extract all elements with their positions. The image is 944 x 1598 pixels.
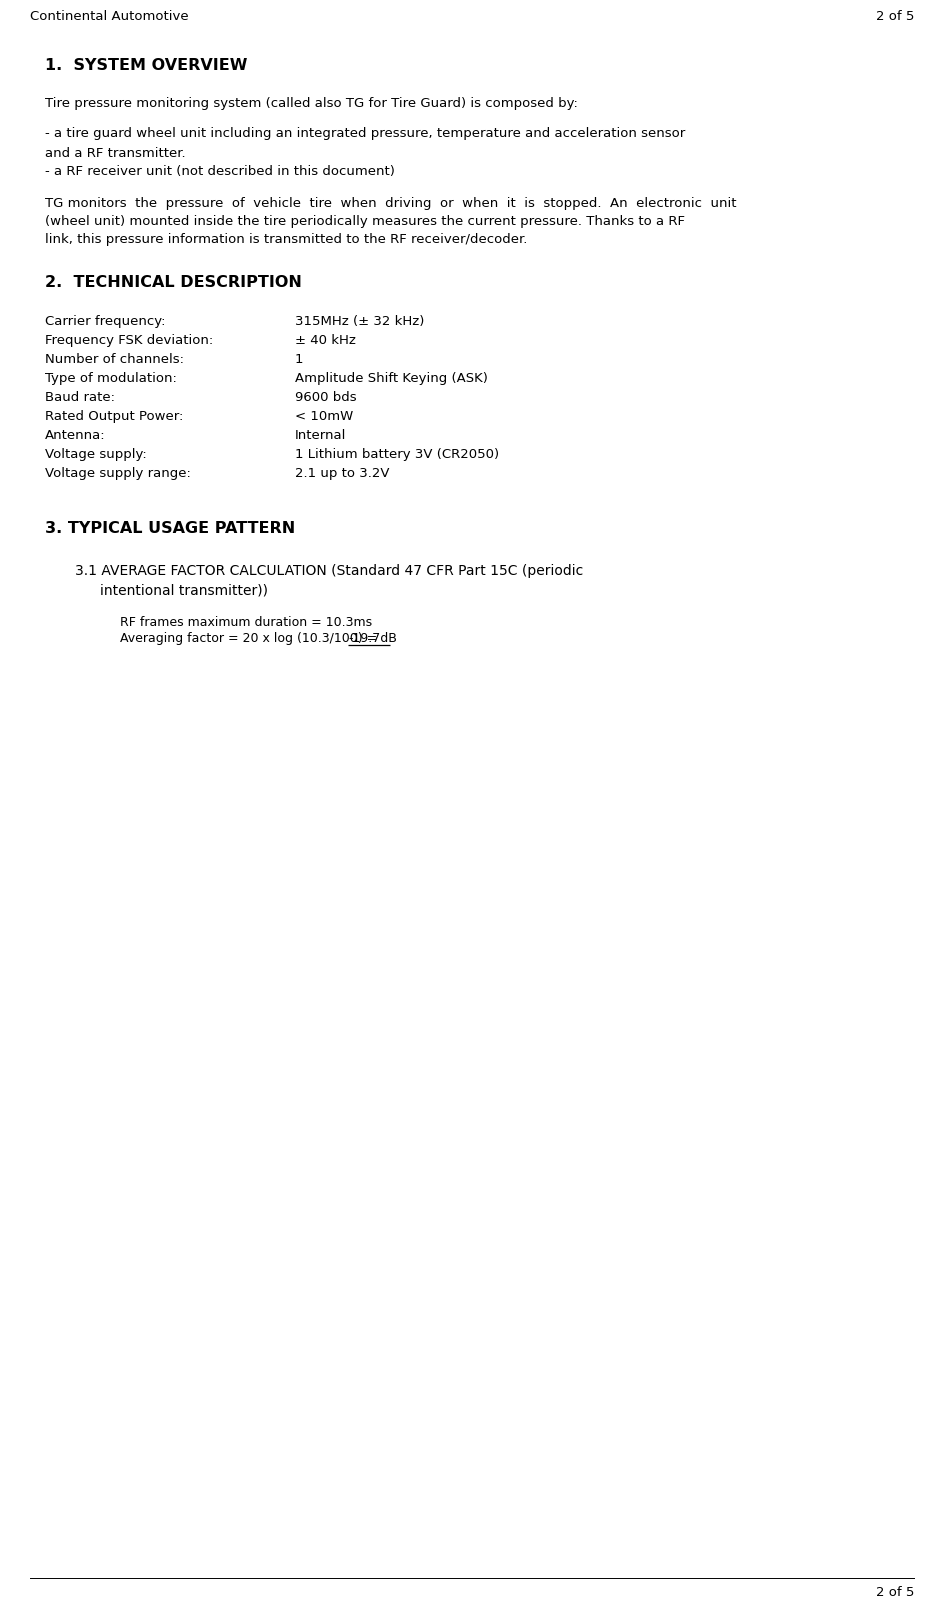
Text: - a tire guard wheel unit including an integrated pressure, temperature and acce: - a tire guard wheel unit including an i… xyxy=(45,126,685,141)
Text: Frequency FSK deviation:: Frequency FSK deviation: xyxy=(45,334,213,347)
Text: Averaging factor = 20 x log (10.3/100) =: Averaging factor = 20 x log (10.3/100) = xyxy=(120,631,381,646)
Text: Tire pressure monitoring system (called also TG for Tire Guard) is composed by:: Tire pressure monitoring system (called … xyxy=(45,97,578,110)
Text: Number of channels:: Number of channels: xyxy=(45,353,184,366)
Text: 1.  SYSTEM OVERVIEW: 1. SYSTEM OVERVIEW xyxy=(45,58,247,74)
Text: Carrier frequency:: Carrier frequency: xyxy=(45,315,165,328)
Text: -19.7dB: -19.7dB xyxy=(348,631,396,646)
Text: Internal: Internal xyxy=(295,428,346,443)
Text: 3. TYPICAL USAGE PATTERN: 3. TYPICAL USAGE PATTERN xyxy=(45,521,295,535)
Text: 2.1 up to 3.2V: 2.1 up to 3.2V xyxy=(295,467,390,479)
Text: Voltage supply:: Voltage supply: xyxy=(45,447,146,460)
Text: Type of modulation:: Type of modulation: xyxy=(45,372,177,385)
Text: 2 of 5: 2 of 5 xyxy=(876,10,914,22)
Text: 1: 1 xyxy=(295,353,304,366)
Text: 315MHz (± 32 kHz): 315MHz (± 32 kHz) xyxy=(295,315,425,328)
Text: Antenna:: Antenna: xyxy=(45,428,106,443)
Text: 2.  TECHNICAL DESCRIPTION: 2. TECHNICAL DESCRIPTION xyxy=(45,275,302,289)
Text: Baud rate:: Baud rate: xyxy=(45,392,115,404)
Text: < 10mW: < 10mW xyxy=(295,411,353,423)
Text: TG monitors  the  pressure  of  vehicle  tire  when  driving  or  when  it  is  : TG monitors the pressure of vehicle tire… xyxy=(45,197,736,209)
Text: Continental Automotive: Continental Automotive xyxy=(30,10,189,22)
Text: (wheel unit) mounted inside the tire periodically measures the current pressure.: (wheel unit) mounted inside the tire per… xyxy=(45,216,685,229)
Text: 1 Lithium battery 3V (CR2050): 1 Lithium battery 3V (CR2050) xyxy=(295,447,499,460)
Text: intentional transmitter)): intentional transmitter)) xyxy=(100,583,268,598)
Text: Rated Output Power:: Rated Output Power: xyxy=(45,411,183,423)
Text: link, this pressure information is transmitted to the RF receiver/decoder.: link, this pressure information is trans… xyxy=(45,233,528,246)
Text: ± 40 kHz: ± 40 kHz xyxy=(295,334,356,347)
Text: 3.1 AVERAGE FACTOR CALCULATION (Standard 47 CFR Part 15C (periodic: 3.1 AVERAGE FACTOR CALCULATION (Standard… xyxy=(75,564,583,578)
Text: 2 of 5: 2 of 5 xyxy=(876,1585,914,1598)
Text: Amplitude Shift Keying (ASK): Amplitude Shift Keying (ASK) xyxy=(295,372,488,385)
Text: and a RF transmitter.: and a RF transmitter. xyxy=(45,147,186,160)
Text: Voltage supply range:: Voltage supply range: xyxy=(45,467,191,479)
Text: 9600 bds: 9600 bds xyxy=(295,392,357,404)
Text: - a RF receiver unit (not described in this document): - a RF receiver unit (not described in t… xyxy=(45,165,395,177)
Text: RF frames maximum duration = 10.3ms: RF frames maximum duration = 10.3ms xyxy=(120,615,372,630)
